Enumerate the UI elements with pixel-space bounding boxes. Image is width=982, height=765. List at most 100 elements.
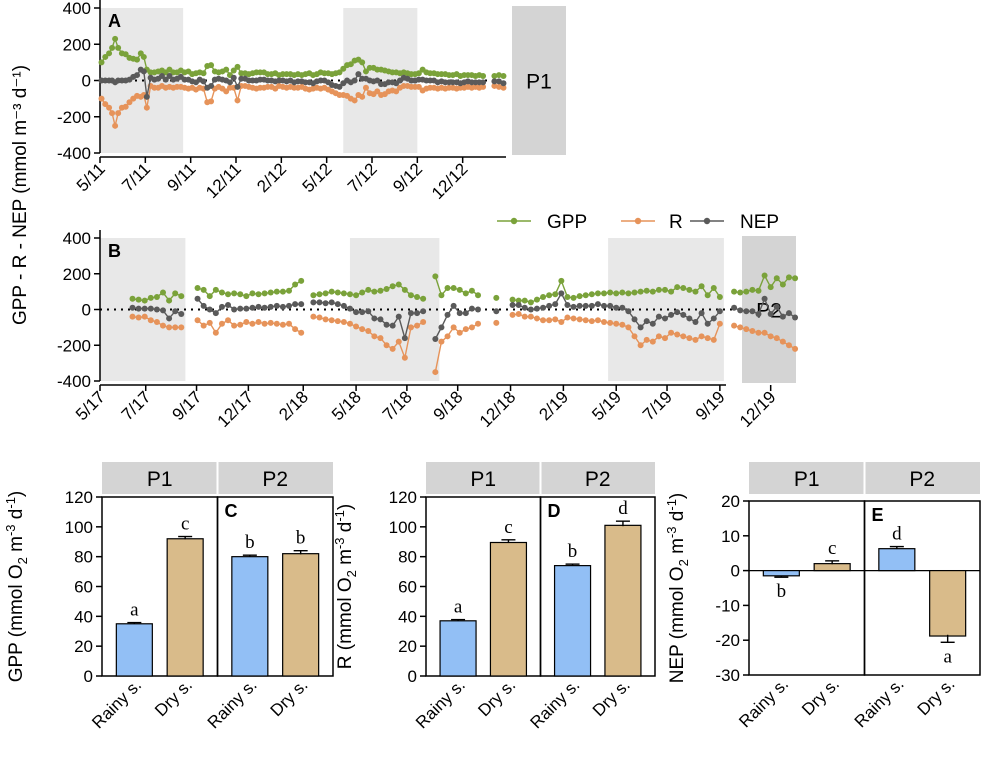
- x-tick-label: 9/17: [169, 387, 206, 424]
- point-r: [755, 329, 762, 336]
- point-nep: [273, 302, 280, 309]
- point-nep: [298, 301, 305, 308]
- point-gpp: [230, 67, 237, 74]
- point-r: [328, 317, 335, 324]
- series-line-r: [434, 323, 479, 373]
- point-nep: [255, 303, 262, 310]
- point-nep: [521, 304, 528, 311]
- point-nep: [450, 302, 457, 309]
- bar-p2-rainy: [878, 548, 916, 572]
- y-tick-label: 0: [731, 562, 740, 581]
- point-gpp: [415, 70, 422, 77]
- significance-letter: d: [892, 524, 902, 545]
- point-r: [462, 326, 469, 333]
- point-nep: [334, 301, 341, 308]
- point-nep: [353, 309, 360, 316]
- significance-letter: b: [245, 532, 255, 553]
- point-r: [292, 326, 299, 333]
- point-nep: [328, 299, 335, 306]
- point-nep: [407, 310, 414, 317]
- point-r: [153, 319, 160, 326]
- point-nep: [686, 315, 693, 322]
- point-r: [200, 322, 207, 329]
- y-tick-label: -200: [57, 336, 91, 355]
- point-r: [231, 322, 238, 329]
- x-tick-label: 5/12: [299, 159, 336, 196]
- x-tick-label: Dry s.: [151, 675, 196, 720]
- point-r: [359, 326, 366, 333]
- point-r: [704, 335, 711, 342]
- chart-panel-c: 0 20 40 60 80 100 120 GPP (mmol O2 m-3 d-1) P1 a R…: [3, 462, 334, 732]
- panel-label: E: [872, 505, 884, 525]
- point-r: [401, 354, 408, 361]
- point-r: [601, 319, 608, 326]
- point-gpp: [661, 286, 668, 293]
- point-nep: [515, 302, 522, 309]
- x-tick-label: 2/18: [275, 387, 312, 424]
- point-gpp: [655, 286, 662, 293]
- point-nep: [218, 303, 225, 310]
- y-label-text: d: [6, 509, 27, 525]
- point-gpp: [112, 35, 119, 42]
- point-nep: [755, 310, 762, 317]
- point-nep: [374, 77, 381, 84]
- point-r: [444, 333, 451, 340]
- point-r: [773, 335, 780, 342]
- point-nep: [655, 313, 662, 320]
- point-nep: [710, 315, 717, 322]
- point-gpp: [208, 62, 215, 69]
- x-tick-label: 12/19: [736, 387, 780, 431]
- point-nep: [365, 308, 372, 315]
- point-nep: [194, 295, 201, 302]
- y-label-text: ): [6, 491, 27, 497]
- y-label-subscript: 2: [676, 559, 691, 566]
- x-tick-label: 5/11: [73, 159, 109, 195]
- point-nep: [509, 302, 516, 309]
- group-strip-p1: [102, 462, 217, 494]
- shared-y-axis-label: GPP - R - NEP (mmol m⁻³ d⁻¹): [10, 65, 31, 325]
- period-strip: [512, 6, 566, 155]
- point-r: [414, 322, 421, 329]
- bar-p2-dry: [282, 553, 320, 677]
- point-r: [649, 338, 656, 345]
- point-r: [322, 316, 329, 323]
- point-r: [415, 83, 422, 90]
- point-r: [785, 342, 792, 349]
- y-tick-label: 120: [389, 488, 417, 507]
- point-gpp: [347, 61, 354, 68]
- point-r: [106, 104, 113, 111]
- point-r: [310, 313, 317, 320]
- x-tick-label: 9/18: [430, 387, 467, 424]
- x-tick-label: 9/11: [164, 159, 200, 195]
- bar-p2-rainy: [553, 565, 592, 677]
- y-label-superscript: -1: [332, 510, 347, 522]
- point-r: [588, 318, 595, 325]
- point-r: [393, 88, 400, 95]
- point-nep: [401, 335, 408, 342]
- point-gpp: [395, 281, 402, 288]
- point-r: [178, 324, 185, 331]
- point-r: [208, 98, 215, 105]
- x-tick-label: 7/11: [118, 159, 154, 195]
- y-tick-label: 120: [65, 488, 93, 507]
- point-r: [493, 319, 500, 326]
- y-label-superscript: -1: [664, 499, 679, 511]
- point-gpp: [521, 297, 528, 304]
- point-gpp: [200, 286, 207, 293]
- point-nep: [237, 305, 244, 312]
- point-gpp: [340, 65, 347, 72]
- point-nep: [779, 313, 786, 320]
- y-label-superscript: -3: [3, 524, 18, 536]
- point-r: [582, 317, 589, 324]
- point-nep: [692, 319, 699, 326]
- point-r: [594, 317, 601, 324]
- x-tick-label: 7/12: [344, 159, 381, 196]
- point-nep: [336, 83, 343, 90]
- point-r: [225, 317, 232, 324]
- y-label-superscript: -1: [3, 497, 18, 509]
- group-label-p2: P2: [262, 468, 288, 491]
- point-nep: [200, 78, 207, 85]
- point-r: [98, 95, 105, 102]
- point-nep: [414, 310, 421, 317]
- point-nep: [140, 68, 147, 75]
